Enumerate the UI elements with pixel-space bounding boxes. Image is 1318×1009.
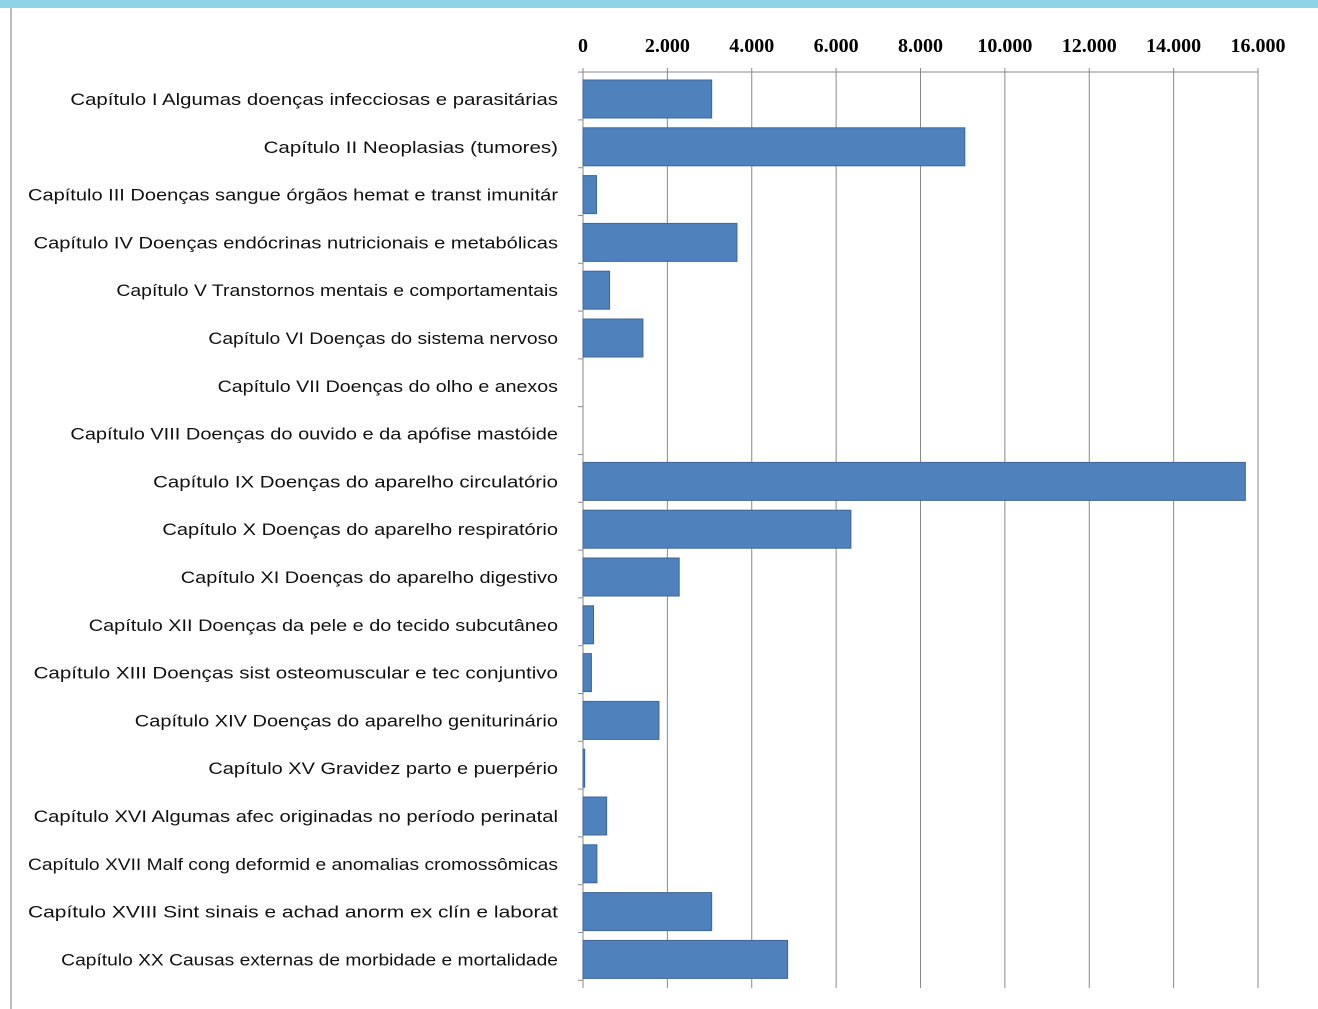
- category-label: Capítulo XII Doenças da pele e do tecido…: [89, 616, 558, 635]
- bar: [582, 318, 644, 358]
- x-tick-label: 4.000: [729, 35, 774, 57]
- x-tick-label: 6.000: [814, 35, 859, 57]
- bar: [582, 175, 597, 215]
- category-label: Capítulo VII Doenças do olho e anexos: [218, 377, 558, 396]
- x-tick-label: 8.000: [898, 35, 943, 57]
- bar: [582, 79, 713, 119]
- category-label: Capítulo XVIII Sint sinais e achad anorm…: [28, 903, 558, 922]
- category-label: Capítulo III Doenças sangue órgãos hemat…: [28, 186, 558, 205]
- top-border: [0, 0, 1318, 8]
- bar: [582, 605, 595, 645]
- category-label: Capítulo XVI Algumas afec originadas no …: [34, 807, 558, 826]
- bar: [582, 653, 592, 693]
- bar: [582, 844, 598, 884]
- category-label: Capítulo XX Causas externas de morbidade…: [61, 950, 558, 969]
- category-label: Capítulo VI Doenças do sistema nervoso: [208, 329, 558, 348]
- bar: [582, 700, 660, 740]
- bar: [582, 557, 680, 597]
- bar: [582, 461, 1246, 501]
- x-tick-label: 14.000: [1146, 35, 1201, 57]
- x-tick-label: 10.000: [977, 35, 1032, 57]
- category-label: Capítulo I Algumas doenças infecciosas e…: [70, 90, 558, 109]
- category-label: Capítulo XVII Malf cong deformid e anoma…: [28, 855, 558, 874]
- category-label: Capítulo XI Doenças do aparelho digestiv…: [181, 568, 558, 587]
- x-tick-label: 0: [578, 35, 588, 57]
- category-label: Capítulo XIII Doenças sist osteomuscular…: [34, 664, 558, 683]
- category-label: Capítulo XIV Doenças do aparelho genitur…: [135, 711, 558, 730]
- bar: [582, 796, 608, 836]
- bar: [582, 939, 789, 979]
- x-tick-label: 12.000: [1062, 35, 1117, 57]
- category-label: Capítulo IV Doenças endócrinas nutricion…: [34, 233, 558, 252]
- category-label: Capítulo V Transtornos mentais e comport…: [116, 281, 558, 300]
- bar: [582, 222, 738, 262]
- category-label: Capítulo II Neoplasias (tumores): [264, 138, 558, 157]
- category-label: Capítulo XV Gravidez parto e puerpério: [208, 759, 558, 778]
- bar: [582, 509, 852, 549]
- left-border: [10, 8, 12, 1009]
- bar: [582, 270, 611, 310]
- bar: [582, 748, 586, 788]
- category-label: Capítulo X Doenças do aparelho respirató…: [162, 520, 558, 539]
- x-tick-label: 16.000: [1231, 35, 1286, 57]
- category-label: Capítulo VIII Doenças do ouvido e da apó…: [70, 425, 558, 444]
- bar: [582, 127, 966, 167]
- category-label: Capítulo IX Doenças do aparelho circulat…: [153, 472, 558, 491]
- bar: [582, 892, 713, 932]
- x-tick-label: 2.000: [645, 35, 690, 57]
